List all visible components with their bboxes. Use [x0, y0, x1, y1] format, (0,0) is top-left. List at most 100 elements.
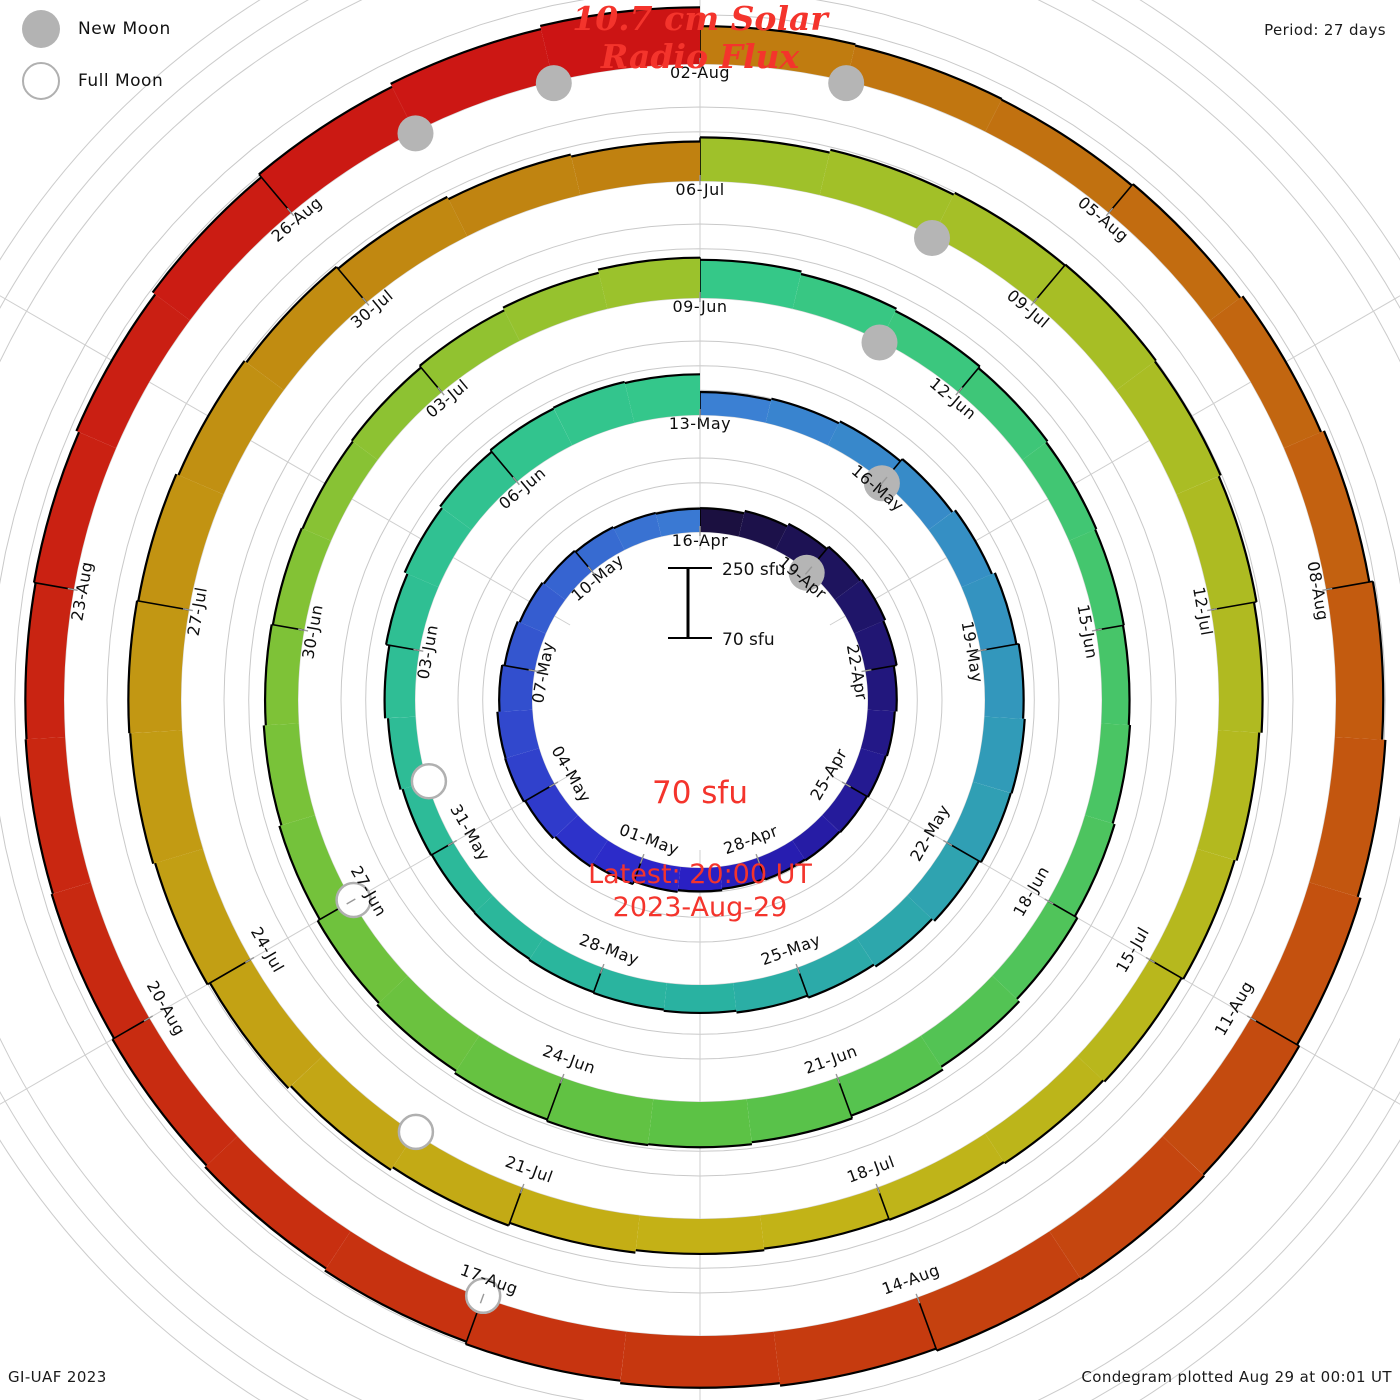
legend-label-full-moon: Full Moon [78, 71, 164, 91]
flux-envelope-edge [75, 293, 157, 432]
full-moon-marker [397, 1113, 435, 1151]
date-tick [755, 853, 761, 864]
flux-envelope-edge [624, 373, 701, 385]
flux-band-segment [613, 512, 662, 550]
flux-envelope-edge [1010, 718, 1026, 794]
flux-envelope-edge [699, 258, 802, 273]
flux-envelope-edge [888, 1161, 1005, 1221]
flux-envelope-edge [447, 153, 571, 201]
flux-band-segment [920, 975, 1020, 1067]
flux-band-segment [51, 882, 150, 1039]
flux-band-segment [877, 1133, 1004, 1220]
flux-envelope-edge [151, 176, 263, 294]
flux-band-segment [1077, 959, 1182, 1082]
flux-band-segment [402, 781, 454, 856]
date-tick [413, 648, 424, 652]
date-label: 18-Jul [844, 1152, 897, 1187]
flux-envelope-edge [465, 1342, 621, 1382]
flux-envelope-edge [50, 893, 115, 1039]
day-separator [33, 581, 74, 591]
flux-band-segment [985, 99, 1132, 213]
flux-envelope-edge [350, 366, 422, 442]
flux-band-segment [490, 408, 573, 482]
date-tick [1322, 587, 1333, 591]
date-label: 06-Jul [675, 180, 724, 199]
flux-envelope-edge [1045, 441, 1098, 530]
flux-envelope-edge [940, 1000, 1021, 1068]
flux-band-segment [593, 967, 667, 1010]
day-separator [1032, 264, 1066, 303]
date-tick [875, 1183, 881, 1194]
flux-envelope-edge [24, 739, 54, 895]
flux-band-segment [700, 26, 856, 82]
flux-envelope-edge [337, 195, 448, 270]
flux-band-segment [634, 857, 681, 892]
flux-envelope-edge [1182, 859, 1236, 980]
date-tick [244, 956, 255, 964]
flux-envelope-edge [24, 582, 37, 740]
flux-envelope-edge [779, 1347, 937, 1387]
date-tick [976, 648, 987, 652]
flux-envelope-edge [620, 1382, 780, 1389]
flux-band-segment [25, 737, 91, 894]
flux-band-segment [384, 645, 420, 719]
flux-envelope-edge [403, 507, 443, 574]
flux-envelope-edge [1154, 360, 1222, 476]
flux-band-segment [338, 196, 468, 303]
date-tick [182, 608, 193, 612]
flux-envelope-edge [1073, 823, 1116, 917]
flux-envelope-edge [570, 140, 701, 158]
date-tick [447, 839, 457, 847]
day-separator [546, 1077, 564, 1122]
flux-envelope-edge [111, 1038, 208, 1167]
day-separator [1326, 580, 1374, 591]
flux-band-segment [860, 709, 895, 756]
date-tick [1044, 898, 1054, 905]
flux-band-segment [635, 1215, 765, 1254]
flux-envelope-edge [278, 825, 321, 921]
flux-envelope-edge [647, 1143, 753, 1149]
flux-band-segment [773, 1297, 937, 1386]
flux-envelope-edge [613, 511, 656, 530]
day-separator [1108, 183, 1134, 214]
date-tick [512, 476, 520, 486]
flux-band-segment [808, 546, 861, 600]
date-label: 09-Jun [672, 297, 727, 316]
day-separator [207, 958, 251, 986]
flux-envelope-edge [376, 1003, 457, 1072]
flux-envelope-edge [763, 1217, 890, 1250]
day-separator [1250, 1017, 1300, 1047]
flux-envelope-edge [677, 889, 723, 893]
flux-envelope-edge [509, 1221, 636, 1254]
flux-band-segment [279, 815, 352, 920]
flux-band-segment [797, 938, 874, 998]
flux-envelope-edge [439, 450, 493, 508]
flux-band-segment [1022, 442, 1097, 541]
flux-band-segment [655, 508, 700, 537]
flux-band-segment [1162, 1018, 1300, 1175]
flux-envelope-edge [1202, 1045, 1301, 1176]
flux-envelope-edge [1016, 917, 1079, 1000]
flux-envelope-edge [980, 792, 1012, 863]
flux-band-segment [377, 975, 480, 1071]
flux-envelope-edge [854, 44, 1003, 100]
flux-envelope-edge [454, 1072, 548, 1121]
flux-band-segment [419, 310, 520, 393]
flux-envelope-edge [1103, 977, 1183, 1083]
day-separator [136, 599, 190, 611]
flux-band-segment [503, 272, 608, 341]
flux-envelope-edge [245, 265, 338, 363]
flux-band-segment [1250, 882, 1361, 1045]
scale-bar-layer: 250 sfu 70 sfu [668, 560, 785, 650]
flux-band-segment [497, 709, 540, 759]
flux-envelope-edge [936, 1277, 1082, 1352]
day-separator [980, 643, 1019, 652]
flux-band-segment [112, 1018, 238, 1166]
date-tick [955, 387, 963, 396]
flux-envelope-edge [554, 835, 592, 868]
flux-envelope-edge [839, 420, 902, 463]
flux-envelope-edge [264, 624, 273, 726]
flux-envelope-edge [1121, 625, 1131, 726]
flux-envelope-edge [539, 6, 701, 27]
flux-band-segment [845, 748, 886, 797]
